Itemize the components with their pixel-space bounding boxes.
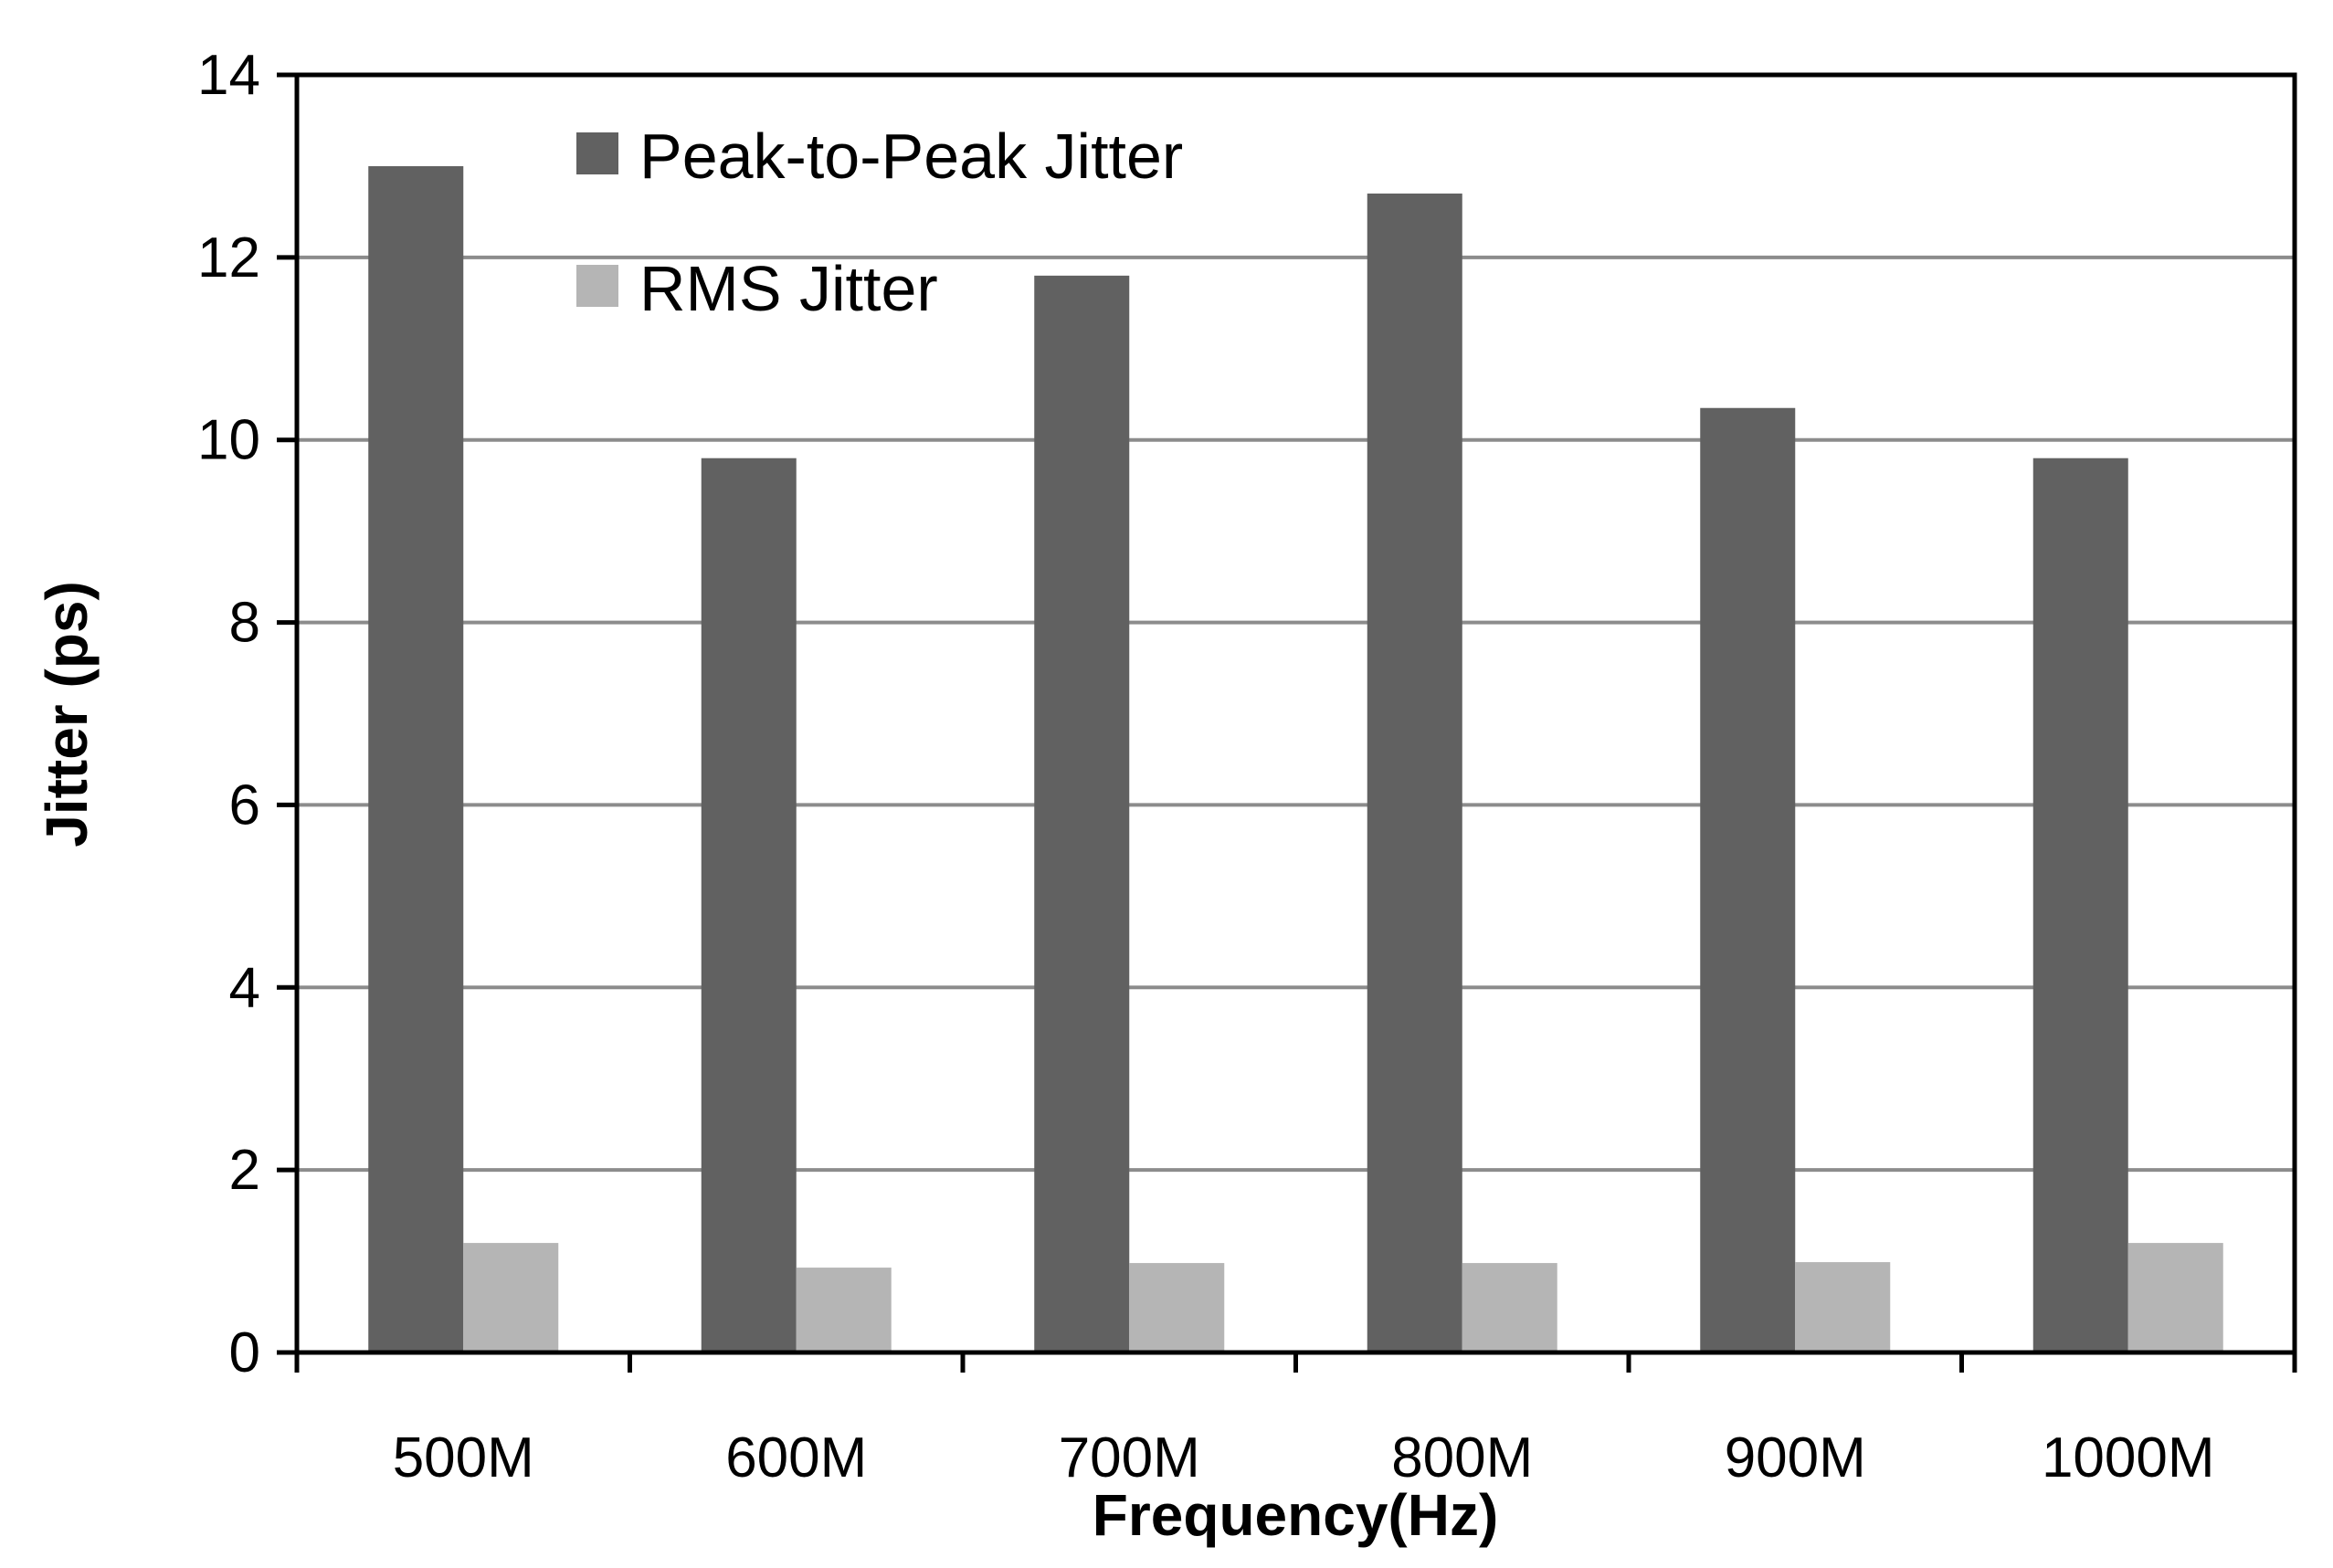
legend-label-rms: RMS Jitter bbox=[639, 253, 938, 324]
axes bbox=[277, 72, 2297, 1373]
x-tick-label: 500M bbox=[393, 1426, 534, 1489]
x-tick-label: 900M bbox=[1725, 1426, 1866, 1489]
x-tick-labels: 500M 600M 700M 800M 900M 1000M bbox=[393, 1426, 2215, 1489]
y-tick-label: 0 bbox=[229, 1321, 260, 1384]
bar-peak-to-peak-900m bbox=[1700, 407, 1796, 1353]
y-tick-label: 14 bbox=[197, 44, 260, 107]
bar-peak-to-peak-500m bbox=[368, 165, 464, 1352]
legend-label-peak-to-peak: Peak-to-Peak Jitter bbox=[639, 121, 1183, 192]
y-tick-label: 2 bbox=[229, 1139, 260, 1202]
gridlines bbox=[297, 255, 2295, 1173]
x-tick-label: 800M bbox=[1391, 1426, 1533, 1489]
bar-peak-to-peak-600m bbox=[701, 458, 797, 1352]
x-tick-label: 600M bbox=[725, 1426, 867, 1489]
x-tick-label: 1000M bbox=[2042, 1426, 2215, 1489]
bar-rms-600m bbox=[796, 1268, 892, 1352]
bar-peak-to-peak-700m bbox=[1034, 275, 1130, 1352]
y-tick-label: 12 bbox=[197, 226, 260, 289]
bars bbox=[368, 165, 2223, 1353]
bar-rms-700m bbox=[1129, 1263, 1225, 1352]
y-tick-label: 10 bbox=[197, 409, 260, 472]
bar-rms-1000m bbox=[2127, 1243, 2223, 1352]
bar-rms-500m bbox=[463, 1243, 559, 1352]
y-tick-label: 6 bbox=[229, 773, 260, 837]
legend-swatch-rms bbox=[576, 265, 618, 307]
y-tick-label: 4 bbox=[229, 956, 260, 1019]
bar-rms-900m bbox=[1795, 1262, 1891, 1352]
legend: Peak-to-Peak Jitter RMS Jitter bbox=[576, 121, 1183, 324]
bar-peak-to-peak-800m bbox=[1367, 193, 1462, 1353]
y-axis-title: Jitter (ps) bbox=[34, 581, 100, 847]
bar-rms-800m bbox=[1462, 1263, 1557, 1352]
y-tick-labels: 0 2 4 6 8 10 12 14 bbox=[197, 44, 260, 1384]
legend-swatch-peak-to-peak bbox=[576, 132, 618, 174]
bar-peak-to-peak-1000m bbox=[2032, 458, 2128, 1352]
y-tick-label: 8 bbox=[229, 592, 260, 655]
x-tick-label: 700M bbox=[1059, 1426, 1200, 1489]
x-axis-title: Frequency(Hz) bbox=[1093, 1482, 1499, 1548]
